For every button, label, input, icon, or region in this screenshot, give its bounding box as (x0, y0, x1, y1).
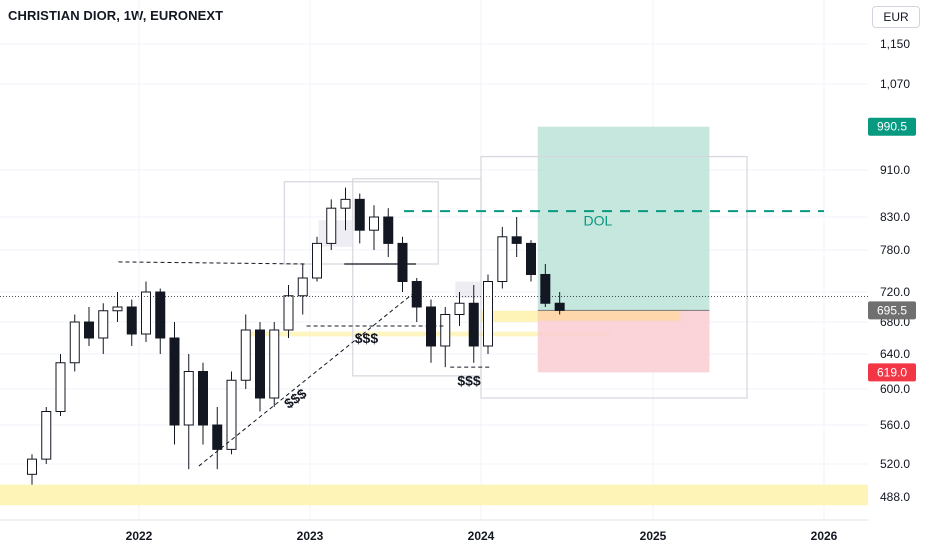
candle-body (440, 314, 451, 347)
candle-body (198, 371, 208, 426)
y-tick-label: 830.0 (880, 210, 910, 224)
candle-body (454, 302, 465, 315)
candle-body (468, 302, 479, 347)
candle-body (84, 321, 94, 339)
x-tick-label: 2024 (468, 529, 495, 543)
currency-button[interactable]: EUR (872, 6, 920, 28)
current-price-tag: 695.5 (877, 303, 907, 317)
x-axis: 2022 2023 2024 2025 2026 (0, 519, 868, 543)
entry-overlap-zone (537, 310, 679, 321)
stop-zone (537, 310, 710, 373)
shade-block-2 (455, 281, 481, 298)
candle-body (326, 207, 337, 244)
candle-body (226, 379, 237, 450)
stop-price-tag-bg (868, 363, 916, 382)
candle-body (312, 242, 322, 279)
range-box-2 (352, 178, 482, 377)
candle-body (141, 291, 151, 335)
zones (0, 126, 868, 506)
y-tick-label: 488.0 (880, 490, 910, 504)
candle-body (27, 458, 37, 475)
trendline-dashed (198, 286, 422, 467)
y-tick-label: 1,070 (880, 77, 910, 91)
candle-body (183, 371, 194, 426)
y-tick-label: 520.0 (880, 457, 910, 471)
liquidity-line-top (118, 261, 307, 265)
current-price-tag-bg (868, 301, 916, 320)
liquidity-label-low: $$$ (457, 372, 481, 388)
stop-price-tag: 619.0 (877, 365, 907, 379)
x-tick-label: 2023 (297, 529, 324, 543)
candle-body (497, 236, 508, 283)
liquidity-label-mid: $$$ (355, 330, 379, 346)
candle-body (354, 198, 365, 231)
candle-body (483, 281, 493, 347)
range-box-3 (480, 155, 748, 399)
target-zone (537, 126, 710, 311)
candle-body (69, 321, 80, 364)
candle-body (283, 295, 294, 331)
y-tick-label: 1,150 (880, 37, 910, 51)
candle-body (240, 329, 251, 381)
candle-body (169, 337, 180, 426)
candle-body (411, 281, 422, 308)
y-tick-label: 640.0 (880, 347, 910, 361)
dol-label: DOL (584, 212, 613, 228)
candle-body (397, 242, 408, 282)
candle-body (112, 306, 123, 312)
y-tick-label: 560.0 (880, 418, 910, 432)
candle-body (511, 236, 522, 244)
candle-body (383, 216, 394, 244)
candle-body (212, 424, 223, 450)
y-tick-label: 780.0 (880, 243, 910, 257)
candle-body (369, 216, 379, 231)
candle-body (98, 310, 109, 339)
candle-body (297, 277, 308, 297)
candles (27, 187, 565, 485)
liquidity-zone-bottom (0, 484, 868, 506)
x-tick-label: 2026 (811, 529, 838, 543)
x-tick-label: 2025 (640, 529, 667, 543)
chart-title: CHRISTIAN DIOR, 1W, EURONEXT (8, 8, 224, 23)
y-axis: 1,1501,070910.0830.0780.0720.0680.0640.0… (868, 37, 916, 504)
y-tick-label: 910.0 (880, 163, 910, 177)
target-price-tag: 990.5 (877, 120, 907, 134)
grid (0, 0, 868, 520)
candle-body (255, 329, 265, 399)
target-price-tag-bg (868, 117, 916, 136)
candle-body (554, 302, 565, 311)
candle-body (526, 242, 536, 275)
x-tick-label: 2022 (126, 529, 153, 543)
y-tick-label: 600.0 (880, 382, 910, 396)
candle-body (540, 274, 551, 304)
candle-body (340, 198, 351, 209)
candle-body (269, 329, 280, 399)
candle-body (41, 411, 52, 460)
candle-body (155, 291, 166, 339)
candle-body (126, 306, 137, 335)
candle-body (55, 362, 66, 412)
annotation-lines (0, 210, 868, 467)
y-tick-label: 720.0 (880, 285, 910, 299)
